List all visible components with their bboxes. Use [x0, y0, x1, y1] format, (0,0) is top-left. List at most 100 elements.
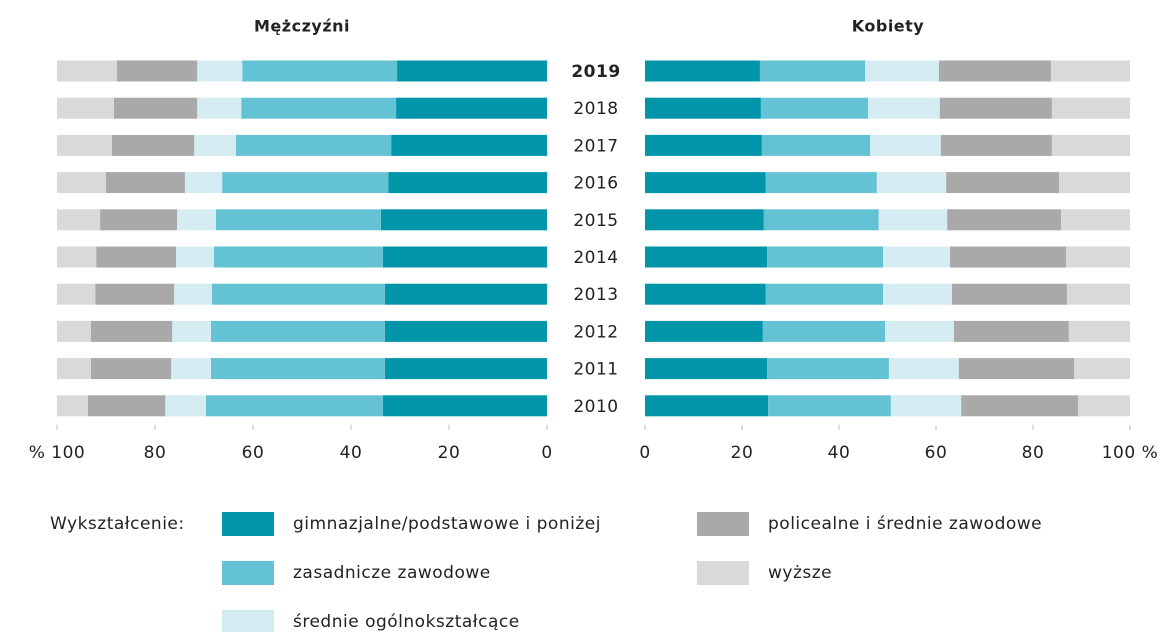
x-tick-label: % 100: [29, 443, 86, 463]
x-tick-label: 80: [1022, 443, 1045, 463]
x-tick-label: 0: [639, 443, 650, 463]
x-tick-label: 20: [731, 443, 754, 463]
legend-label: wyższe: [768, 563, 832, 583]
bar-segment: [57, 97, 114, 119]
bar-segment: [397, 60, 547, 82]
bar-segment: [197, 60, 243, 82]
bar-segment: [57, 209, 101, 231]
bar-segment: [1066, 283, 1130, 305]
bar-segment: [953, 320, 1069, 342]
bar-segment: [384, 320, 547, 342]
bar-segment: [391, 134, 547, 156]
category-label: 2017: [573, 136, 618, 156]
bar-segment: [1068, 320, 1130, 342]
bar-segment: [87, 395, 166, 417]
bar-segment: [396, 97, 547, 119]
bar-segment: [111, 134, 195, 156]
bar-segment: [645, 358, 768, 380]
bar-segment: [1061, 209, 1130, 231]
bar-segment: [947, 209, 1062, 231]
bar-segment: [165, 395, 206, 417]
category-label: 2013: [573, 285, 618, 305]
bar-segment: [645, 60, 760, 82]
bar-segment: [90, 358, 172, 380]
bar-segment: [106, 172, 185, 194]
bar-segment: [645, 246, 768, 268]
bar-segment: [888, 358, 959, 380]
bar-segment: [57, 358, 91, 380]
x-tick-label: 0: [541, 443, 552, 463]
bar-segment: [388, 172, 547, 194]
legend-swatch: [697, 561, 749, 585]
panel-title: Kobiety: [852, 17, 925, 36]
bar-segment: [57, 246, 97, 268]
bar-segment: [765, 172, 877, 194]
bar-segment: [952, 283, 1067, 305]
bar-segment: [645, 172, 766, 194]
legend-label: zasadnicze zawodowe: [293, 563, 491, 583]
bar-segment: [211, 283, 385, 305]
bar-segment: [939, 97, 1052, 119]
bar-segment: [883, 283, 953, 305]
bar-segment: [174, 283, 212, 305]
legend-swatch: [222, 610, 274, 632]
legend-label: policealne i średnie zawodowe: [768, 514, 1042, 534]
bar-segment: [645, 209, 764, 231]
bar-segment: [763, 209, 879, 231]
bar-segment: [868, 97, 940, 119]
bar-segment: [205, 395, 383, 417]
bar-segment: [1051, 134, 1130, 156]
bar-segment: [759, 60, 866, 82]
bar-segment: [384, 358, 547, 380]
x-tick-label: 20: [438, 443, 461, 463]
legend-label: gimnazjalne/podstawowe i poniżej: [293, 514, 601, 534]
bar-segment: [194, 134, 236, 156]
x-tick-label: 100 %: [1102, 443, 1159, 463]
bar-segment: [961, 395, 1079, 417]
bar-segment: [762, 320, 886, 342]
bar-segment: [946, 172, 1060, 194]
bar-segment: [113, 97, 198, 119]
bar-segment: [645, 320, 763, 342]
bar-segment: [1065, 246, 1130, 268]
x-tick-label: 60: [242, 443, 265, 463]
category-label: 2011: [573, 360, 618, 380]
category-label: 2012: [573, 322, 618, 342]
bar-segment: [761, 134, 871, 156]
bar-segment: [876, 172, 947, 194]
x-tick-label: 40: [828, 443, 851, 463]
legend-swatch: [222, 512, 274, 536]
bar-segment: [767, 358, 889, 380]
category-label: 2014: [573, 248, 618, 268]
bar-segment: [865, 60, 939, 82]
bar-segment: [958, 358, 1075, 380]
bar-segment: [1074, 358, 1130, 380]
legend-swatch: [222, 561, 274, 585]
x-tick-label: 80: [144, 443, 167, 463]
bar-segment: [57, 320, 91, 342]
bar-segment: [57, 395, 88, 417]
bar-segment: [767, 246, 884, 268]
legend-title: Wykształcenie:: [50, 514, 185, 534]
x-tick-label: 40: [340, 443, 363, 463]
bar-segment: [176, 246, 214, 268]
legend-label: średnie ogólnokształcące: [293, 612, 520, 632]
bar-segment: [940, 134, 1052, 156]
bar-segment: [1078, 395, 1130, 417]
bar-segment: [382, 395, 547, 417]
bar-segment: [96, 246, 177, 268]
bar-segment: [222, 172, 389, 194]
x-tick-label: 60: [925, 443, 948, 463]
bar-segment: [57, 60, 117, 82]
bar-segment: [938, 60, 1051, 82]
bar-segment: [645, 97, 761, 119]
bar-segment: [760, 97, 869, 119]
bar-segment: [1050, 60, 1130, 82]
bar-segment: [215, 209, 381, 231]
bar-segment: [116, 60, 198, 82]
bar-segment: [870, 134, 941, 156]
bar-segment: [950, 246, 1066, 268]
bar-segment: [645, 134, 762, 156]
panel-title: Mężczyźni: [254, 17, 350, 36]
